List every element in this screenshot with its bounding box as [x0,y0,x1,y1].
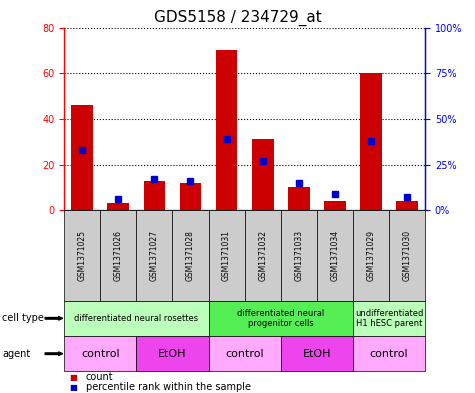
Text: ■: ■ [69,383,77,391]
Bar [396,201,418,210]
Text: agent: agent [2,349,30,359]
Text: count: count [86,372,113,382]
Text: GSM1371030: GSM1371030 [403,230,411,281]
Bar [107,204,129,210]
Text: differentiated neural rosettes: differentiated neural rosettes [74,314,199,323]
Text: GSM1371027: GSM1371027 [150,230,159,281]
Text: GSM1371025: GSM1371025 [78,230,86,281]
Text: ■: ■ [69,373,77,382]
Text: GSM1371034: GSM1371034 [331,230,339,281]
Bar [143,180,165,210]
Text: GSM1371031: GSM1371031 [222,230,231,281]
Text: GSM1371032: GSM1371032 [258,230,267,281]
Text: differentiated neural
progenitor cells: differentiated neural progenitor cells [237,309,324,328]
Text: cell type: cell type [2,313,44,323]
Bar [180,183,201,210]
Text: control: control [225,349,264,359]
Text: GDS5158 / 234729_at: GDS5158 / 234729_at [153,10,322,26]
Bar [216,50,238,210]
Text: GSM1371033: GSM1371033 [294,230,303,281]
Text: control: control [81,349,120,359]
Bar [324,201,346,210]
Text: percentile rank within the sample: percentile rank within the sample [86,382,250,392]
Text: undifferentiated
H1 hESC parent: undifferentiated H1 hESC parent [355,309,423,328]
Bar [71,105,93,210]
Bar [288,187,310,210]
Bar [252,140,274,210]
Text: EtOH: EtOH [303,349,331,359]
Text: GSM1371028: GSM1371028 [186,230,195,281]
Bar [360,73,382,210]
Text: EtOH: EtOH [158,349,187,359]
Text: GSM1371029: GSM1371029 [367,230,375,281]
Text: control: control [370,349,408,359]
Text: GSM1371026: GSM1371026 [114,230,123,281]
